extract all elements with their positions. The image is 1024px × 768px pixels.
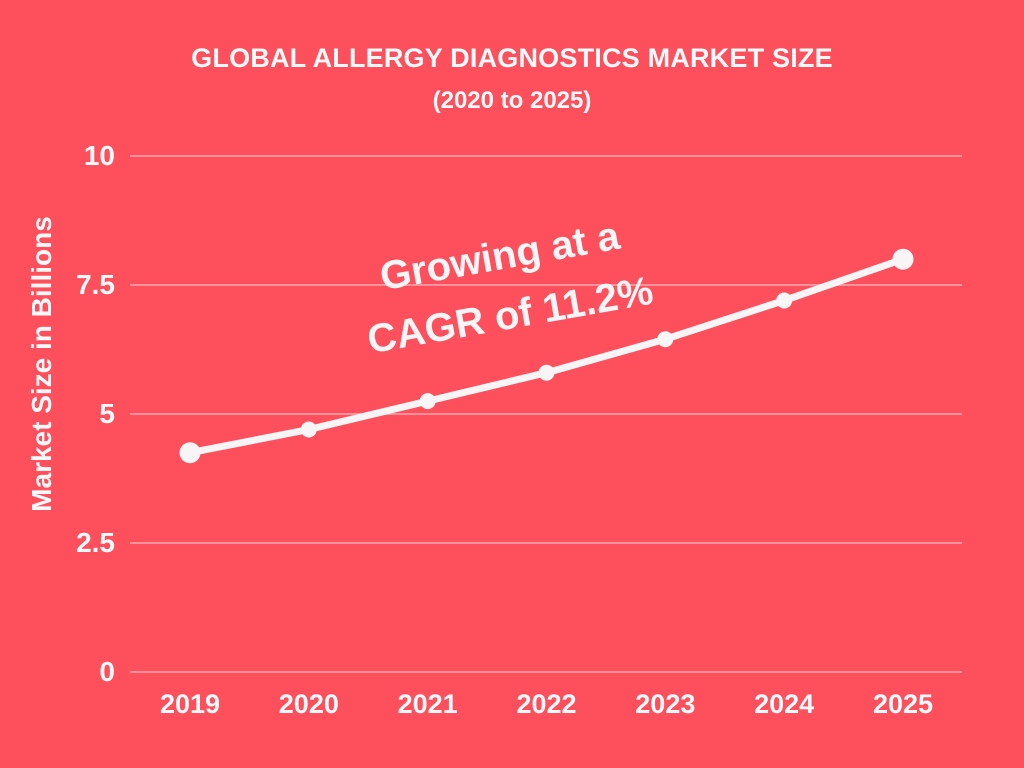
- x-tick-label-2021: 2021: [397, 689, 458, 719]
- chart-title-line1: GLOBAL ALLERGY DIAGNOSTICS MARKET SIZE: [191, 43, 833, 73]
- chart-title: GLOBAL ALLERGY DIAGNOSTICS MARKET SIZE (…: [0, 42, 1024, 116]
- data-point-2022: [538, 364, 555, 381]
- data-point-2019: [179, 442, 201, 464]
- data-point-2025: [892, 248, 914, 270]
- data-point-2024: [776, 292, 793, 309]
- y-tick-label-2.5: 2.5: [76, 527, 115, 558]
- y-tick-label-10: 10: [83, 140, 115, 171]
- y-tick-label-0: 0: [99, 656, 115, 687]
- y-tick-label-5: 5: [99, 398, 115, 429]
- chart-title-line2: (2020 to 2025): [432, 87, 592, 114]
- x-tick-label-2022: 2022: [516, 689, 577, 719]
- x-tick-label-2020: 2020: [278, 689, 339, 719]
- x-tick-label-2023: 2023: [635, 689, 696, 719]
- data-point-2021: [419, 393, 436, 410]
- x-tick-label-2019: 2019: [159, 689, 221, 719]
- x-tick-label-2025: 2025: [872, 689, 934, 719]
- x-tick-label-2024: 2024: [754, 689, 815, 719]
- y-tick-label-7.5: 7.5: [76, 269, 115, 300]
- data-point-2023: [657, 331, 674, 348]
- data-point-2020: [300, 421, 317, 438]
